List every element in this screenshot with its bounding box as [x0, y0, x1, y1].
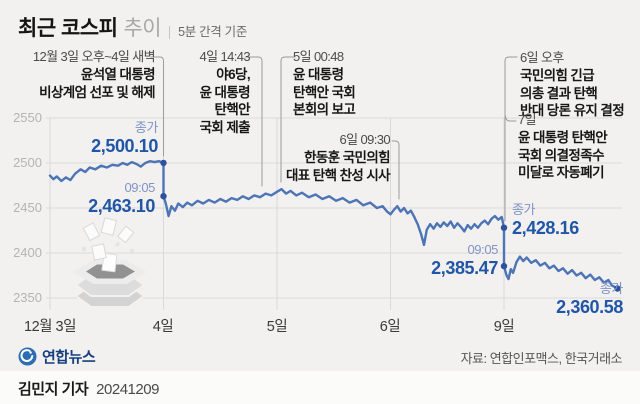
- chart-header: 최근 코스피 추이 5분 간격 기준: [18, 12, 247, 42]
- ballot-box-illustration: [73, 217, 147, 308]
- y-axis-tick: 2350: [13, 290, 42, 305]
- annotation-text: 윤 대통령 탄핵안: [518, 130, 608, 145]
- annotation-text: 반대 당론 유지 결정: [520, 103, 625, 118]
- marker-tag: 09:05: [124, 180, 155, 195]
- annotation-text: 미달로 자동폐기: [518, 165, 605, 180]
- credit-strip: 김민지 기자 20241209: [0, 371, 640, 404]
- y-axis-tick: 2550: [13, 110, 42, 125]
- marker-tag: 09:05: [467, 242, 498, 257]
- annotation-text: 탄핵안: [214, 102, 251, 117]
- annotation-text: 비상계엄 선포 및 해제: [39, 84, 155, 100]
- y-axis-tick: 2450: [13, 200, 42, 215]
- annotation-connector: [150, 56, 164, 157]
- annotation-text: 대표 탄핵 찬성 시사: [285, 167, 391, 183]
- annotation-text: 윤석열 대통령: [80, 67, 156, 82]
- annotation-date: 5일 00:48: [293, 49, 344, 64]
- marker-value: 2,360.58: [556, 297, 623, 317]
- marker-dot: [160, 159, 167, 167]
- y-axis-tick: 2400: [13, 245, 42, 260]
- marker-dot: [500, 224, 508, 231]
- x-axis-tick: 9일: [493, 319, 515, 335]
- annotation-connector: [244, 56, 263, 187]
- byline: 김민지 기자 20241209: [18, 378, 159, 399]
- annotation-date: 12월 3일 오후~4일 새벽: [32, 49, 156, 64]
- x-axis-tick: 12월 3일: [24, 319, 76, 335]
- annotation-text: 윤 대통령: [199, 84, 251, 100]
- annotation-han-remarks: 6일 09:30 한동훈 국민의힘 대표 탄핵 찬성 시사: [285, 131, 391, 184]
- marker-label-dec3-close: 종가 2,500.10: [91, 120, 158, 156]
- annotation-date: 7일: [518, 112, 537, 127]
- x-axis-tick: 4일: [152, 319, 174, 335]
- marker-tag: 종가: [599, 281, 624, 296]
- marker-tag: 종가: [134, 120, 159, 135]
- annotation-martial-law: 12월 3일 오후~4일 새벽 윤석열 대통령 비상계엄 선포 및 해제: [32, 48, 156, 101]
- annotation-date: 6일 오후: [520, 50, 564, 65]
- annotation-party-decision: 6일 오후 국민의힘 긴급 의총 결과 탄핵 반대 당론 유지 결정: [520, 49, 625, 120]
- kospi-line-chart: [46, 56, 622, 310]
- annotation-connector: [280, 56, 296, 183]
- annotation-date: 6일 09:30: [339, 132, 390, 147]
- marker-value: 2,385.47: [431, 258, 498, 278]
- annotation-text: 의총 결과 탄핵: [520, 85, 598, 101]
- annotation-text: 국회 제출: [199, 119, 251, 135]
- annotation-text: 국민의힘 긴급: [520, 68, 595, 83]
- reporter-name: 김민지 기자: [18, 381, 89, 398]
- annotation-text: 본회의 보고: [293, 102, 356, 117]
- annotation-connectors: [150, 56, 518, 222]
- marker-label-dec6-close: 종가 2,428.16: [512, 202, 579, 238]
- publish-date: 20241209: [96, 381, 159, 398]
- page-title: 최근 코스피: [18, 17, 118, 40]
- annotation-text: 탄핵안 국회: [293, 84, 356, 100]
- marker-dots: [160, 159, 621, 292]
- yonhap-logo-icon: [18, 347, 37, 366]
- marker-label-dec4-open: 09:05 2,463.10: [88, 180, 155, 216]
- annotation-motion-scrapped: 7일 윤 대통령 탄핵안 국회 의결정족수 미달로 자동폐기: [518, 111, 608, 182]
- x-axis-tick: 6일: [379, 319, 401, 335]
- title-divider: [169, 26, 171, 39]
- marker-value: 2,428.16: [512, 218, 579, 238]
- marker-tag: 종가: [512, 202, 536, 217]
- marker-label-dec9-open: 09:05 2,385.47: [431, 242, 498, 278]
- yonhap-logo: 연합뉴스: [18, 346, 96, 367]
- annotation-text: 윤 대통령: [293, 67, 344, 82]
- chart-subtitle: 5분 간격 기준: [178, 25, 248, 39]
- marker-value: 2,463.10: [88, 196, 155, 216]
- annotation-connector: [391, 140, 400, 200]
- annotation-text: 야6당,: [216, 67, 250, 82]
- price-line: [48, 160, 619, 290]
- yonhap-logo-text: 연합뉴스: [42, 349, 96, 366]
- annotation-impeachment-submitted: 4일 14:43 야6당, 윤 대통령 탄핵안 국회 제출: [199, 48, 250, 136]
- data-source: 자료: 연합인포맥스, 한국거래소: [460, 351, 623, 366]
- annotation-connector: [504, 56, 518, 222]
- marker-dot: [500, 262, 508, 270]
- annotation-text: 국회 의결정족수: [518, 147, 605, 163]
- page-title-suffix: 추이: [123, 17, 162, 40]
- marker-value: 2,500.10: [91, 136, 158, 156]
- x-axis-tick: 5일: [266, 319, 288, 335]
- marker-label-dec9-close: 종가 2,360.58: [556, 281, 623, 317]
- marker-dot: [160, 193, 167, 200]
- annotation-date: 4일 14:43: [199, 49, 250, 64]
- annotation-plenary-report: 5일 00:48 윤 대통령 탄핵안 국회 본회의 보고: [293, 48, 356, 119]
- annotation-text: 한동훈 국민의힘: [304, 150, 391, 165]
- annotation-connector: [505, 115, 517, 122]
- y-axis-tick: 2500: [13, 155, 42, 170]
- marker-dot: [614, 285, 621, 292]
